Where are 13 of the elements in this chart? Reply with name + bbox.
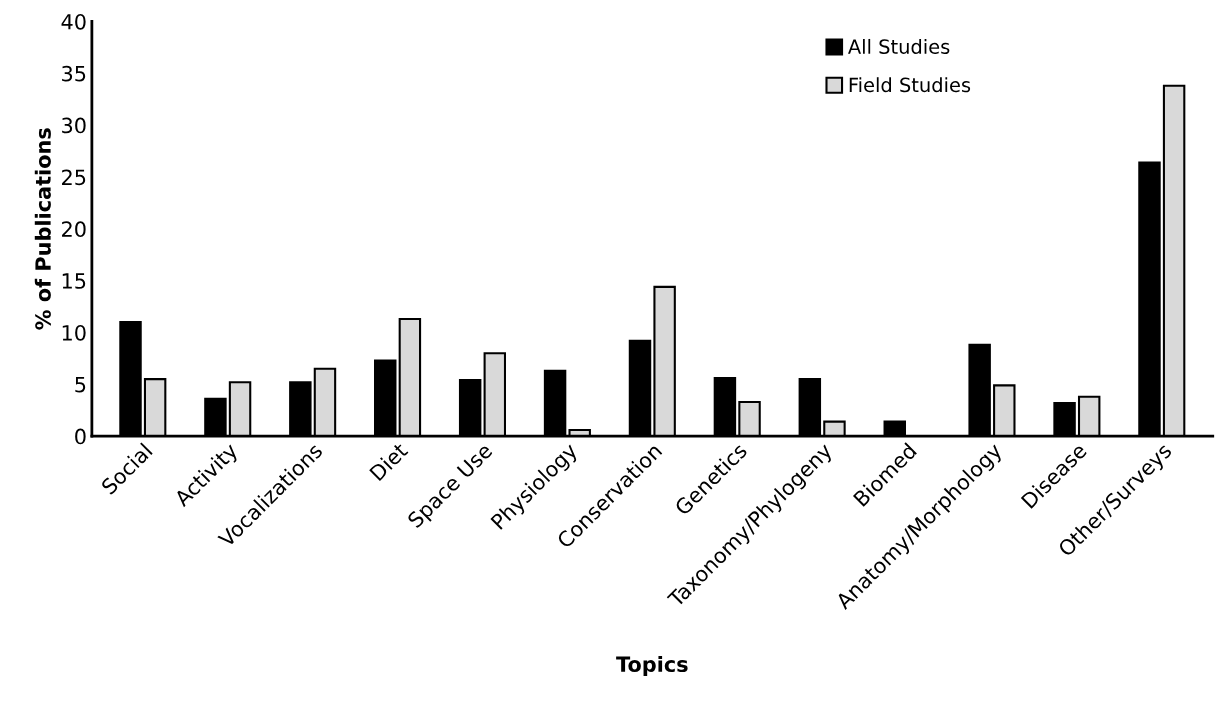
y-tick-label: 20	[62, 221, 86, 238]
y-tick-label: 15	[62, 273, 86, 289]
y-tick-label: 40	[61, 13, 86, 30]
legend-label: All Studies	[848, 38, 950, 54]
y-tick-label: 35	[62, 65, 86, 82]
x-axis-title: Topics	[616, 655, 688, 677]
y-tick-label: 0	[75, 428, 86, 445]
y-tick-label: 30	[62, 117, 86, 134]
y-tick-label: 5	[75, 377, 86, 393]
y-tick-label: 10	[62, 324, 86, 341]
y-tick-label: 25	[62, 169, 86, 186]
y-axis-title: % of Publications	[34, 128, 51, 330]
legend-label: Field Studies	[849, 77, 971, 93]
